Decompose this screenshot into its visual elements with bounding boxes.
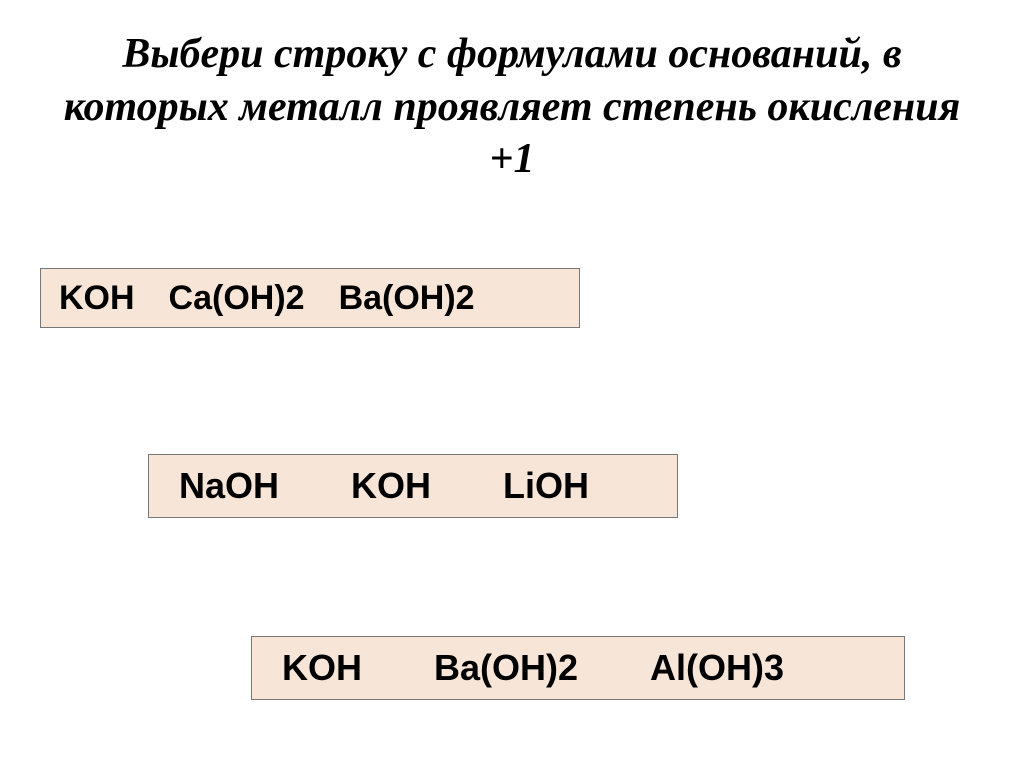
slide: Выбери строку с формулами оснований, в к…	[0, 0, 1024, 767]
option-1-text: KOH Ca(OH)2 Ba(OH)2	[59, 279, 579, 318]
question-title: Выбери строку с формулами оснований, в к…	[0, 28, 1024, 186]
option-3[interactable]: KOH Ba(OH)2 Al(OH)3	[251, 636, 905, 700]
option-3-text: KOH Ba(OH)2 Al(OH)3	[282, 647, 904, 689]
option-1[interactable]: KOH Ca(OH)2 Ba(OH)2	[40, 268, 580, 328]
option-2[interactable]: NaOH KOH LiOH	[148, 454, 678, 518]
option-2-text: NaOH KOH LiOH	[179, 465, 677, 507]
